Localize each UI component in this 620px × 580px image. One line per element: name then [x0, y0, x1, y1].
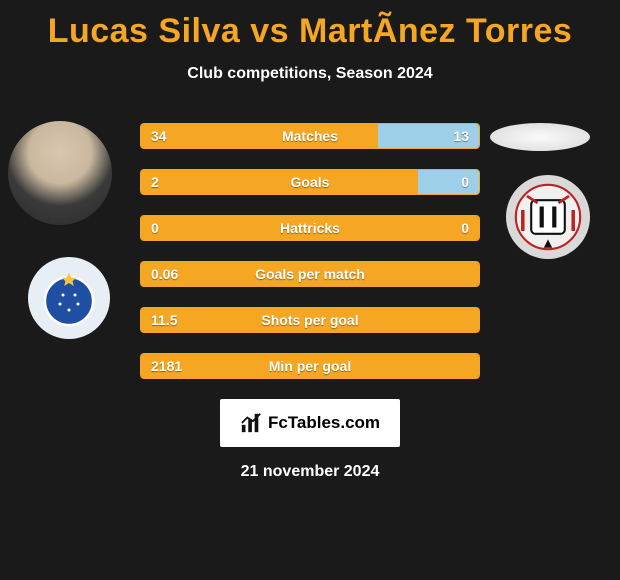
cruzeiro-icon: [39, 268, 99, 328]
stat-row: 0Hattricks0: [140, 215, 480, 241]
stat-label: Goals: [141, 170, 479, 194]
date-footer: 21 november 2024: [0, 463, 620, 481]
club-left-badge: [28, 257, 110, 339]
stat-label: Hattricks: [141, 216, 479, 240]
page-title: Lucas Silva vs MartÃ­nez Torres: [0, 0, 620, 51]
stat-row: 2181Min per goal: [140, 353, 480, 379]
stat-label: Shots per goal: [141, 308, 479, 332]
stat-bars: 34Matches132Goals00Hattricks00.06Goals p…: [140, 121, 480, 379]
stat-row: 34Matches13: [140, 123, 480, 149]
branding-badge: FcTables.com: [220, 399, 400, 447]
stat-value-right: 0: [461, 216, 469, 240]
stat-row: 2Goals0: [140, 169, 480, 195]
player-right-avatar: [490, 123, 590, 151]
corinthians-icon: [513, 182, 583, 252]
comparison-panel: 34Matches132Goals00Hattricks00.06Goals p…: [0, 121, 620, 481]
club-right-badge: [506, 175, 590, 259]
stat-row: 0.06Goals per match: [140, 261, 480, 287]
stat-label: Min per goal: [141, 354, 479, 378]
stat-label: Matches: [141, 124, 479, 148]
subtitle: Club competitions, Season 2024: [0, 65, 620, 83]
branding-text: FcTables.com: [268, 413, 380, 433]
player-left-avatar: [8, 121, 112, 225]
chart-icon: [240, 412, 262, 434]
stat-label: Goals per match: [141, 262, 479, 286]
stat-row: 11.5Shots per goal: [140, 307, 480, 333]
stat-value-right: 0: [461, 170, 469, 194]
stat-value-right: 13: [453, 124, 469, 148]
